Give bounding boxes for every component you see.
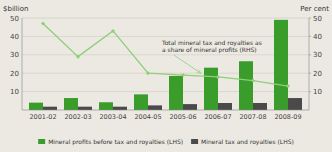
y-axis-label: $billion bbox=[3, 5, 28, 13]
x-tick-label: 2004-05 bbox=[134, 113, 161, 121]
bar bbox=[43, 107, 57, 110]
legend: Mineral profits before tax and royalties… bbox=[38, 138, 294, 146]
grid-line bbox=[22, 54, 309, 55]
marker bbox=[181, 73, 185, 77]
bar bbox=[113, 107, 127, 110]
marker bbox=[146, 71, 150, 75]
marker bbox=[111, 29, 115, 33]
y2-axis-label: Per cent bbox=[300, 5, 329, 13]
annotation-arrow bbox=[174, 55, 201, 73]
plot-area bbox=[29, 20, 302, 110]
x-tick-label: 2006-07 bbox=[204, 113, 231, 121]
y-tick-label: 50 bbox=[10, 15, 19, 23]
bar bbox=[204, 68, 218, 110]
bar bbox=[64, 98, 78, 110]
bar bbox=[99, 102, 113, 110]
legend-swatch bbox=[191, 139, 198, 144]
y2-tick-label: 20 bbox=[313, 70, 322, 78]
y-axis bbox=[22, 18, 23, 110]
y-tick-label: 20 bbox=[10, 70, 19, 78]
grid-line bbox=[22, 91, 309, 92]
y2-tick-label: 30 bbox=[313, 51, 322, 59]
y2-tick-label: 10 bbox=[313, 88, 322, 96]
y2-tick-label: 50 bbox=[313, 15, 322, 23]
annotation: Total mineral tax and royalties asa shar… bbox=[161, 39, 262, 54]
x-tick-label: 2007-08 bbox=[239, 113, 266, 121]
bar bbox=[218, 103, 232, 110]
x-tick-label: 2003-04 bbox=[99, 113, 126, 121]
y2-tick-label: 40 bbox=[313, 33, 322, 41]
marker bbox=[41, 22, 45, 26]
grid-line bbox=[22, 18, 309, 19]
marker bbox=[286, 84, 290, 88]
bar bbox=[239, 61, 253, 110]
marker bbox=[76, 55, 80, 59]
bar bbox=[169, 76, 183, 110]
x-tick-label: 2001-02 bbox=[29, 113, 56, 121]
marker bbox=[251, 79, 255, 83]
bar bbox=[183, 104, 197, 110]
y-tick-label: 10 bbox=[10, 88, 19, 96]
x-tick-label: 2008-09 bbox=[274, 113, 301, 121]
x-tick-label: 2005-06 bbox=[169, 113, 196, 121]
legend-entry: Mineral profits before tax and royalties… bbox=[48, 138, 183, 146]
annotation-line: a share of mineral profits (RHS) bbox=[162, 46, 257, 54]
grid-line bbox=[22, 36, 309, 37]
legend-entry: Mineral tax and royalties (LHS) bbox=[201, 138, 294, 146]
line bbox=[43, 24, 288, 87]
x-tick-label: 2002-03 bbox=[64, 113, 91, 121]
legend-swatch bbox=[38, 139, 45, 144]
x-axis bbox=[22, 110, 309, 111]
marker bbox=[216, 75, 220, 79]
bar bbox=[134, 94, 148, 110]
bar bbox=[148, 105, 162, 110]
background bbox=[0, 0, 332, 152]
bar bbox=[288, 98, 302, 110]
y-tick-label: 40 bbox=[10, 33, 19, 41]
bar bbox=[78, 107, 92, 110]
y-tick-label: 30 bbox=[10, 51, 19, 59]
chart: 10 20 30 40 50 10 20 30 40 50 2001-02 2002-03 2003-0… bbox=[0, 0, 332, 152]
y2-axis bbox=[309, 18, 310, 110]
bar bbox=[29, 103, 43, 110]
bar bbox=[274, 20, 288, 110]
bar bbox=[253, 103, 267, 110]
